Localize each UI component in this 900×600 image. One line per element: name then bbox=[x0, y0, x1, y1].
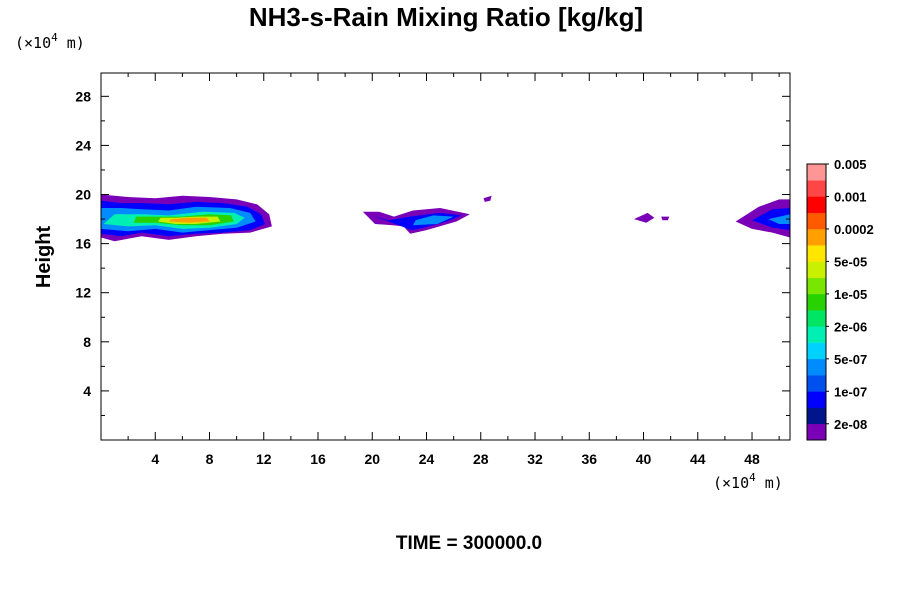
plot-frame bbox=[100, 72, 791, 441]
colorbar-swatch bbox=[807, 293, 826, 311]
x-tick-label: 28 bbox=[473, 451, 489, 467]
y-tick-label: 24 bbox=[75, 137, 91, 153]
colorbar-swatch bbox=[807, 342, 826, 360]
contour-level-0 bbox=[634, 212, 655, 223]
plot-background bbox=[101, 73, 790, 440]
colorbar-swatch bbox=[807, 326, 826, 343]
y-tick-label: 8 bbox=[83, 334, 91, 350]
x-tick-label: 16 bbox=[310, 451, 326, 467]
colorbar-swatch bbox=[807, 261, 826, 278]
colorbar-frame bbox=[806, 163, 827, 441]
cloud-right bbox=[735, 199, 790, 238]
colorbar-swatch bbox=[807, 358, 826, 376]
colorbar-swatch bbox=[807, 180, 826, 197]
contour-level-4 bbox=[768, 214, 790, 224]
colorbar-swatch bbox=[807, 196, 826, 214]
colorbar-swatch bbox=[807, 228, 826, 246]
x-tick-label: 20 bbox=[364, 451, 380, 467]
colorbar: 2e-08 1e-07 5e-07 2e-06 1e-05 5e-05 0.0002 0.00… bbox=[806, 157, 874, 441]
cloud-center bbox=[362, 195, 492, 234]
y-axis-unit: (×104 m) bbox=[15, 31, 85, 52]
contour-level-0 bbox=[661, 216, 670, 221]
x-tick-label: 44 bbox=[690, 451, 706, 467]
y-tick-label: 4 bbox=[83, 383, 91, 399]
cloud-left bbox=[101, 194, 272, 242]
colorbar-swatch bbox=[807, 391, 826, 408]
x-tick-label: 4 bbox=[151, 451, 159, 467]
chart-title: NH3-s-Rain Mixing Ratio [kg/kg] bbox=[249, 2, 643, 32]
y-tick-label: 16 bbox=[75, 236, 91, 252]
y-tick-label: 12 bbox=[75, 285, 91, 301]
cloud-specks bbox=[634, 212, 670, 223]
colorbar-swatch bbox=[807, 423, 826, 441]
colorbar-label: 0.0002 bbox=[834, 222, 874, 237]
colorbar-label: 1e-05 bbox=[834, 287, 867, 302]
y-tick-label: 28 bbox=[75, 88, 91, 104]
x-tick-label: 40 bbox=[636, 451, 652, 467]
x-tick-label: 36 bbox=[581, 451, 597, 467]
colorbar-label: 0.005 bbox=[834, 157, 867, 172]
colorbar-swatch bbox=[807, 277, 826, 295]
contour-level-12 bbox=[168, 217, 210, 223]
time-label: TIME = 300000.0 bbox=[396, 533, 542, 554]
colorbar-label: 2e-08 bbox=[834, 417, 867, 432]
x-tick-label: 8 bbox=[206, 451, 214, 467]
x-tick-label: 32 bbox=[527, 451, 543, 467]
colorbar-swatch bbox=[807, 407, 826, 425]
colorbar-label: 1e-07 bbox=[834, 384, 867, 399]
colorbar-swatch bbox=[807, 164, 826, 181]
contour-level-0 bbox=[483, 195, 492, 202]
colorbar-swatch bbox=[807, 310, 826, 327]
y-axis-label: Height bbox=[33, 226, 55, 289]
x-tick-label: 48 bbox=[744, 451, 760, 467]
colorbar-swatch bbox=[807, 375, 826, 392]
colorbar-label: 5e-05 bbox=[834, 254, 867, 269]
colorbar-swatch bbox=[807, 245, 826, 262]
colorbar-label: 0.001 bbox=[834, 189, 867, 204]
contour-level-4 bbox=[412, 215, 454, 226]
x-axis-unit: (×104 m) bbox=[713, 471, 783, 492]
colorbar-label: 2e-06 bbox=[834, 319, 867, 334]
y-tick-label: 20 bbox=[75, 187, 91, 203]
x-tick-label: 12 bbox=[256, 451, 272, 467]
x-tick-label: 24 bbox=[419, 451, 435, 467]
contour-layers bbox=[101, 194, 790, 242]
colorbar-swatch bbox=[807, 212, 826, 230]
colorbar-label: 5e-07 bbox=[834, 352, 867, 367]
